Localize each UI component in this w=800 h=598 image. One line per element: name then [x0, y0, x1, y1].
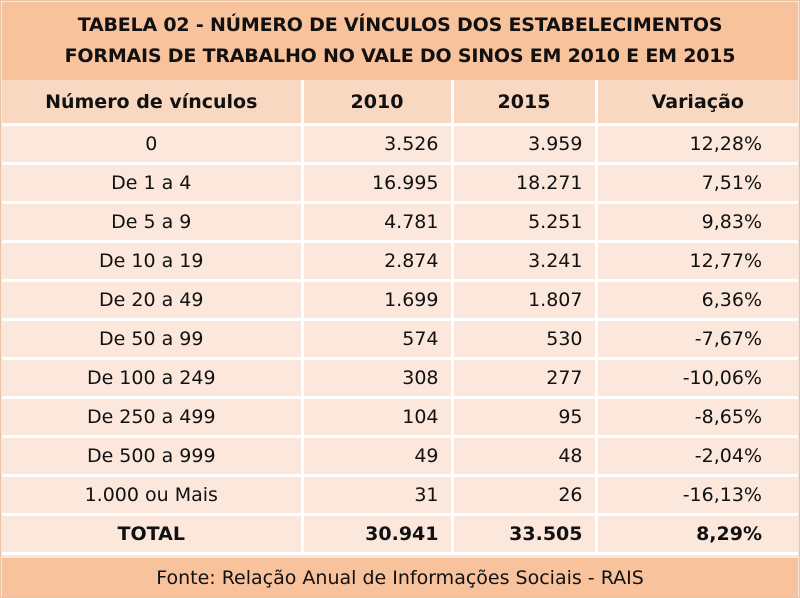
row-label: De 20 a 49: [2, 280, 304, 321]
title-line-1: TABELA 02 - NÚMERO DE VÍNCULOS DOS ESTAB…: [77, 14, 723, 36]
table-row: De 500 a 999 49 48 -2,04%: [2, 436, 798, 477]
row-2010: 4.781: [302, 202, 454, 243]
row-variacao: -16,13%: [596, 475, 798, 516]
row-2010: 104: [302, 397, 454, 438]
header-row: Número de vínculos 2010 2015 Variação: [2, 80, 798, 126]
row-variacao: 12,28%: [596, 124, 798, 165]
row-2010: 16.995: [302, 163, 454, 204]
row-label: De 1 a 4: [2, 163, 304, 204]
row-2015: 95: [452, 397, 598, 438]
row-variacao: 9,83%: [596, 202, 798, 243]
row-label: De 5 a 9: [2, 202, 304, 243]
row-label: 0: [2, 124, 304, 165]
row-2010: 31: [302, 475, 454, 516]
row-2010: 308: [302, 358, 454, 399]
table-title: TABELA 02 - NÚMERO DE VÍNCULOS DOS ESTAB…: [2, 2, 798, 80]
row-label: De 250 a 499: [2, 397, 304, 438]
row-label: De 100 a 249: [2, 358, 304, 399]
table-row: De 100 a 249 308 277 -10,06%: [2, 358, 798, 399]
row-variacao: -2,04%: [596, 436, 798, 477]
table-row: 0 3.526 3.959 12,28%: [2, 124, 798, 165]
header-cell-2010: 2010: [302, 80, 454, 126]
row-variacao: -10,06%: [596, 358, 798, 399]
row-label: 1.000 ou Mais: [2, 475, 304, 516]
row-2015: 48: [452, 436, 598, 477]
row-2010: 2.874: [302, 241, 454, 282]
title-line-2: FORMAIS DE TRABALHO NO VALE DO SINOS EM …: [64, 45, 736, 67]
total-row: TOTAL 30.941 33.505 8,29%: [2, 514, 798, 555]
row-2010: 574: [302, 319, 454, 360]
row-variacao: 12,77%: [596, 241, 798, 282]
row-label: De 50 a 99: [2, 319, 304, 360]
header-cell-variacao: Variação: [596, 80, 798, 126]
total-2015: 33.505: [452, 514, 598, 555]
row-2010: 49: [302, 436, 454, 477]
row-2010: 1.699: [302, 280, 454, 321]
row-variacao: 6,36%: [596, 280, 798, 321]
table-row: De 250 a 499 104 95 -8,65%: [2, 397, 798, 438]
table-row: De 10 a 19 2.874 3.241 12,77%: [2, 241, 798, 282]
header-cell-vinculos: Número de vínculos: [2, 80, 304, 126]
row-2015: 3.241: [452, 241, 598, 282]
total-label: TOTAL: [2, 514, 304, 555]
header-cell-2015: 2015: [452, 80, 598, 126]
table-row: 1.000 ou Mais 31 26 -16,13%: [2, 475, 798, 516]
table-row: De 1 a 4 16.995 18.271 7,51%: [2, 163, 798, 204]
row-2015: 530: [452, 319, 598, 360]
source-footer: Fonte: Relação Anual de Informações Soci…: [2, 558, 798, 597]
row-variacao: 7,51%: [596, 163, 798, 204]
table-row: De 5 a 9 4.781 5.251 9,83%: [2, 202, 798, 243]
row-2010: 3.526: [302, 124, 454, 165]
table-row: De 50 a 99 574 530 -7,67%: [2, 319, 798, 360]
row-label: De 10 a 19: [2, 241, 304, 282]
total-2010: 30.941: [302, 514, 454, 555]
row-2015: 1.807: [452, 280, 598, 321]
total-variacao: 8,29%: [596, 514, 798, 555]
row-2015: 26: [452, 475, 598, 516]
row-2015: 3.959: [452, 124, 598, 165]
row-variacao: -8,65%: [596, 397, 798, 438]
row-2015: 277: [452, 358, 598, 399]
row-variacao: -7,67%: [596, 319, 798, 360]
row-2015: 18.271: [452, 163, 598, 204]
row-label: De 500 a 999: [2, 436, 304, 477]
row-2015: 5.251: [452, 202, 598, 243]
table-row: De 20 a 49 1.699 1.807 6,36%: [2, 280, 798, 321]
